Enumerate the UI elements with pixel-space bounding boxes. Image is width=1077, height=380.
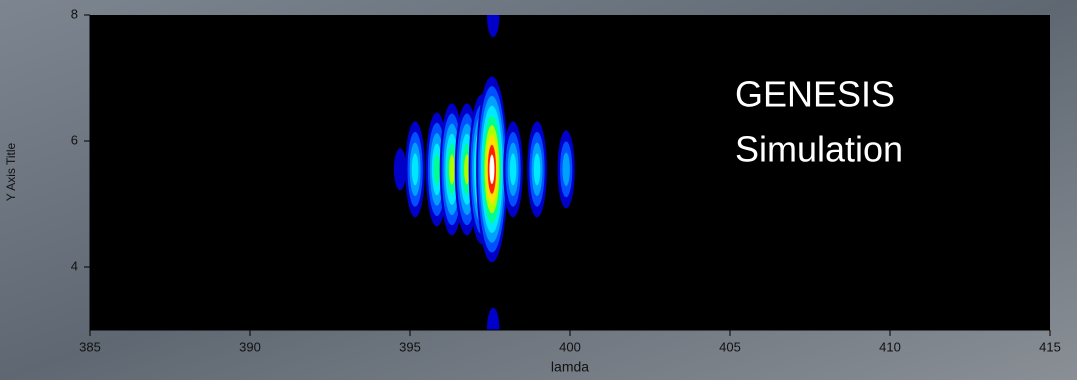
annotation: GENESIS	[735, 74, 895, 115]
contour-level	[394, 148, 406, 190]
contour-level	[412, 153, 419, 185]
y-tick-label: 4	[71, 258, 78, 273]
x-axis-label: lamda	[551, 359, 589, 375]
x-tick-label: 385	[79, 339, 101, 354]
contour-level	[489, 155, 494, 184]
x-tick-label: 390	[239, 339, 261, 354]
contour-level	[534, 153, 541, 185]
y-axis-label: Y Axis Title	[4, 142, 18, 201]
y-tick-label: 8	[71, 6, 78, 21]
x-tick-label: 400	[559, 339, 581, 354]
contour-level	[434, 154, 440, 185]
x-tick-label: 410	[879, 339, 901, 354]
chart: GENESIS Simulation lamda Y Axis Title 38…	[0, 0, 1077, 380]
annotation: Simulation	[735, 129, 903, 170]
contour-level	[562, 153, 569, 186]
x-tick-label: 415	[1039, 339, 1061, 354]
x-tick-label: 395	[399, 339, 421, 354]
y-tick-label: 6	[71, 132, 78, 147]
contour-level	[510, 153, 517, 185]
contour-level	[449, 154, 455, 184]
x-tick-label: 405	[719, 339, 741, 354]
